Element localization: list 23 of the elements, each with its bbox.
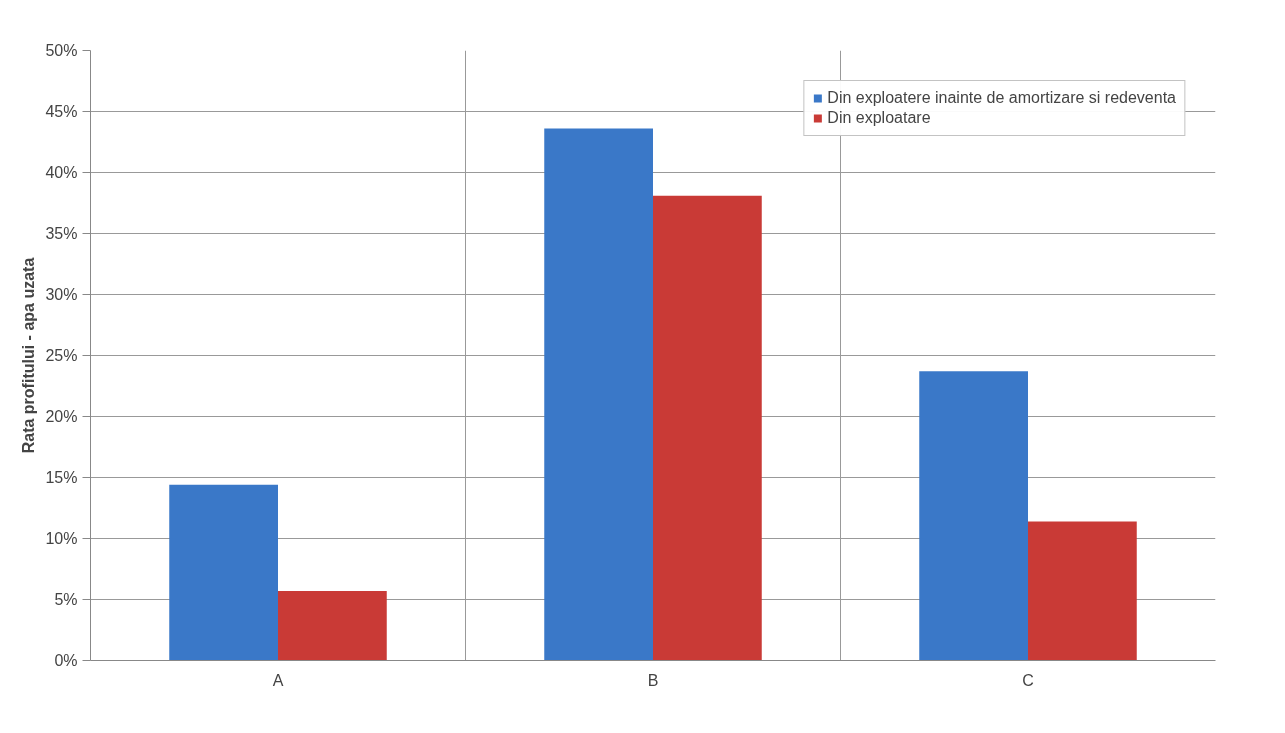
y-tick-label: 45% [45, 103, 78, 120]
y-tick-label: 5% [54, 591, 78, 608]
y-tick-label: 25% [45, 347, 78, 364]
y-tick-label: 0% [54, 652, 78, 669]
y-tick-label: 20% [45, 408, 78, 425]
legend-label: Din exploatere inainte de amortizare si redeventa [827, 89, 1176, 107]
legend-label: Din exploatare [827, 109, 931, 127]
y-tick-label: 30% [45, 286, 78, 303]
y-tick-label: 35% [45, 225, 78, 242]
x-tick-label: B [647, 671, 659, 689]
bar [278, 590, 387, 661]
bar [653, 195, 762, 661]
x-tick-label: A [272, 671, 284, 689]
bar [1028, 521, 1137, 661]
y-tick-label: 40% [45, 164, 78, 181]
bar [919, 371, 1028, 661]
bar [544, 128, 653, 661]
bar [169, 484, 278, 661]
x-tick-label: C [1022, 671, 1034, 689]
y-tick-label: 10% [45, 530, 78, 547]
y-axis-title: Rata profitului - apa uzata [20, 257, 38, 454]
y-tick-label: 50% [45, 42, 78, 59]
y-tick-label: 15% [45, 469, 78, 486]
